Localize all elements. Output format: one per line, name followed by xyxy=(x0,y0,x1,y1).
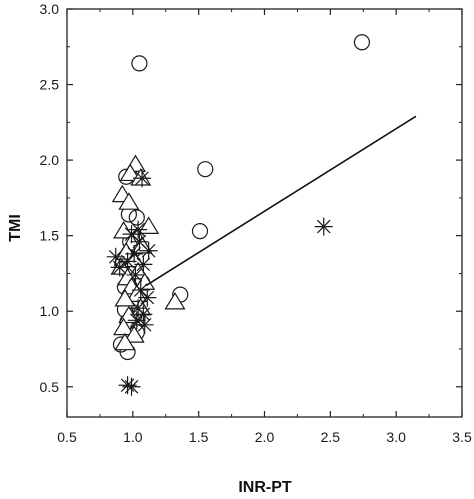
y-tick-label: 0.5 xyxy=(40,379,60,395)
y-tick-label: 1.0 xyxy=(40,303,60,319)
x-tick-label: 3.0 xyxy=(386,429,406,445)
x-tick-label: 1.0 xyxy=(123,429,143,445)
circle-point xyxy=(191,223,209,240)
x-axis-title: INR-PT xyxy=(238,479,292,496)
asterisk-point xyxy=(131,281,150,300)
asterisk-point xyxy=(133,169,152,188)
triangle-point xyxy=(119,163,141,182)
triangle-point xyxy=(118,192,140,210)
asterisk-point xyxy=(134,255,153,274)
plot-border xyxy=(66,8,463,418)
triangle-point xyxy=(123,325,145,343)
plot-frame xyxy=(66,8,463,418)
asterisk-point xyxy=(122,377,141,396)
x-tick-label: 2.0 xyxy=(255,429,275,445)
asterisk-point xyxy=(110,258,129,277)
x-tick-label: 0.5 xyxy=(57,429,77,445)
data-points xyxy=(106,34,371,396)
asterisk-point xyxy=(126,265,145,284)
circle-point xyxy=(128,209,145,226)
x-tick-label: 3.5 xyxy=(452,429,472,445)
y-axis: 0.5 1.0 1.5 2.0 2.5 3.0 xyxy=(40,1,462,395)
circle-point xyxy=(197,161,214,178)
circle-point xyxy=(131,55,148,72)
triangle-point xyxy=(164,291,186,310)
x-axis: 0.5 1.0 1.5 2.0 2.5 3.0 3.5 xyxy=(57,9,472,445)
regression-line xyxy=(145,115,417,287)
y-tick-label: 3.0 xyxy=(40,1,60,17)
asterisk-point xyxy=(314,217,333,236)
y-tick-label: 1.5 xyxy=(40,228,60,244)
asterisk-point xyxy=(125,244,144,263)
circle-point xyxy=(353,34,371,51)
triangle-point xyxy=(113,317,135,336)
triangle-point xyxy=(114,288,136,307)
triangle-point xyxy=(134,272,156,290)
asterisk-point xyxy=(138,288,157,307)
asterisk-point xyxy=(139,241,158,260)
asterisk-point xyxy=(135,315,154,334)
y-axis-title: TMI xyxy=(7,214,24,242)
y-tick-label: 2.5 xyxy=(40,77,60,93)
triangle-point xyxy=(114,332,136,351)
x-tick-label: 1.5 xyxy=(189,429,209,445)
x-tick-label: 2.5 xyxy=(321,429,341,445)
regression-line-group xyxy=(145,115,417,287)
y-tick-label: 2.0 xyxy=(40,152,60,168)
